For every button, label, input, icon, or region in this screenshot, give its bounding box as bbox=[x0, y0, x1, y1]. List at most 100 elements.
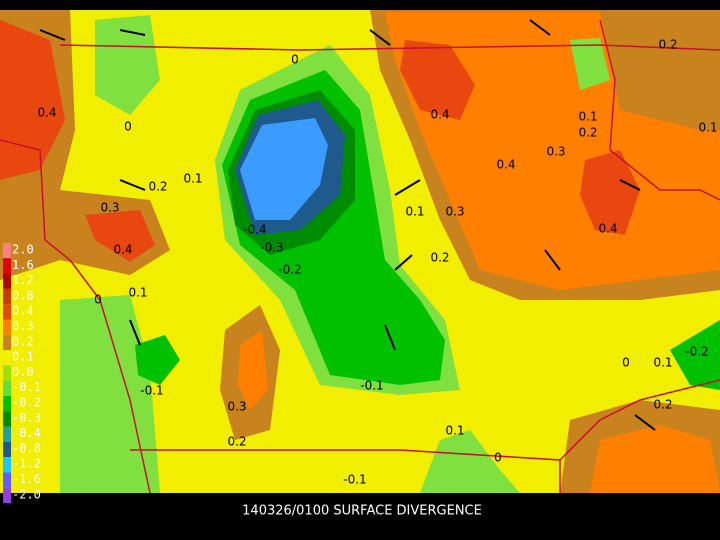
contour-label: 0 bbox=[494, 451, 502, 465]
colorbar-swatch bbox=[3, 334, 11, 351]
contour-label: 0.1 bbox=[128, 286, 147, 300]
barb bbox=[529, 19, 551, 36]
contour-label: 0.4 bbox=[496, 158, 515, 172]
border bbox=[0, 139, 101, 301]
barb bbox=[619, 179, 641, 191]
contour-label: 0.2 bbox=[658, 38, 677, 52]
colorbar-label: 1.2 bbox=[12, 273, 34, 287]
colorbar-label: -0.1 bbox=[12, 380, 41, 394]
field-lightgreen bbox=[95, 15, 160, 115]
contour-label: 0.2 bbox=[653, 398, 672, 412]
field-green bbox=[670, 320, 720, 390]
map-field bbox=[0, 10, 720, 493]
barb bbox=[39, 29, 66, 41]
barb bbox=[369, 29, 391, 46]
colorbar-swatch bbox=[3, 411, 11, 427]
field-lightgreen bbox=[420, 430, 520, 493]
colorbar-label: 2.0 bbox=[12, 243, 34, 257]
contour-label: -0.4 bbox=[243, 223, 266, 237]
border bbox=[599, 19, 720, 201]
barb bbox=[119, 29, 146, 36]
contour-label: 0.1 bbox=[653, 356, 672, 370]
contour-label: 0 bbox=[622, 356, 630, 370]
contour-label: 0.1 bbox=[698, 121, 717, 135]
field-blue bbox=[240, 118, 328, 220]
state-borders bbox=[0, 19, 720, 494]
contour-label: 0.4 bbox=[37, 106, 56, 120]
colorbar-label: 0.4 bbox=[12, 304, 34, 318]
colorbar-label: 0.3 bbox=[12, 319, 34, 333]
colorbar-swatch bbox=[3, 288, 11, 305]
colorbar-label: 0.1 bbox=[12, 350, 34, 364]
colorbar-label: 1.6 bbox=[12, 258, 34, 272]
colorbar-swatch bbox=[3, 472, 11, 488]
colorbar-swatch bbox=[3, 258, 11, 274]
field-lightgreen bbox=[570, 38, 610, 90]
barb bbox=[634, 414, 656, 431]
colorbar-label: -1.6 bbox=[12, 472, 41, 486]
field-red bbox=[0, 20, 65, 180]
contour-label: 0.1 bbox=[183, 172, 202, 186]
colorbar-label: -2.0 bbox=[12, 487, 41, 501]
contour-label: 0 bbox=[94, 293, 102, 307]
colorbar-label: -1.2 bbox=[12, 457, 41, 471]
colorbar-swatch bbox=[3, 273, 11, 289]
contour-label: 0.1 bbox=[405, 205, 424, 219]
colorbar-label: 0.8 bbox=[12, 288, 34, 302]
contour-label: -0.3 bbox=[260, 241, 283, 255]
contour-label: 0.3 bbox=[445, 205, 464, 219]
contour-label: 0.4 bbox=[430, 108, 449, 122]
colorbar-swatch bbox=[3, 304, 11, 320]
contour-label: -0.2 bbox=[278, 263, 301, 277]
colorbar-swatch bbox=[3, 350, 11, 366]
colorbar-swatch bbox=[3, 365, 11, 381]
field-lightgreen bbox=[60, 295, 160, 493]
contour-labels: 0 0.2 0.4 0 0.4 0.1 0.1 0.2 0.3 0.4 0.1 0.2 0.3 -0.4 0… bbox=[37, 38, 717, 487]
colorbar-label: 0.0 bbox=[12, 365, 34, 379]
contour-label: 0.2 bbox=[430, 251, 449, 265]
field-red bbox=[580, 150, 640, 235]
colorbar-swatch bbox=[3, 487, 11, 504]
colorbar-label: -0.2 bbox=[12, 396, 41, 410]
colorbar-swatch bbox=[3, 380, 11, 396]
contour-label: 0.2 bbox=[227, 435, 246, 449]
field-green bbox=[135, 335, 180, 385]
contour-label: 0 bbox=[291, 53, 299, 67]
barb bbox=[129, 319, 141, 346]
colorbar-label: -0.4 bbox=[12, 426, 41, 440]
colorbar: 2.01.61.20.80.40.30.20.10.0-0.1-0.2-0.3-… bbox=[3, 243, 41, 504]
barb bbox=[394, 179, 421, 196]
contour-label: -0.1 bbox=[140, 384, 163, 398]
border bbox=[559, 379, 720, 461]
border bbox=[59, 44, 720, 51]
barb bbox=[384, 324, 396, 351]
contour-label: 0.4 bbox=[113, 243, 132, 257]
border bbox=[99, 299, 151, 494]
contour-label: 0.3 bbox=[100, 201, 119, 215]
contour-label: -0.2 bbox=[685, 345, 708, 359]
field-red bbox=[85, 210, 155, 262]
barb bbox=[394, 254, 413, 271]
contour-label: 0 bbox=[124, 120, 132, 134]
border bbox=[130, 449, 561, 493]
barb bbox=[544, 249, 561, 271]
contour-label: 0.3 bbox=[227, 400, 246, 414]
colorbar-swatch bbox=[3, 243, 11, 259]
wind-barbs bbox=[39, 19, 656, 431]
contour-label: 0.2 bbox=[578, 126, 597, 140]
field-red bbox=[400, 40, 475, 120]
barb bbox=[119, 179, 146, 191]
caption: 140326/0100 SURFACE DIVERGENCE bbox=[242, 504, 482, 519]
contour-label: 0.2 bbox=[148, 180, 167, 194]
colorbar-label: -0.8 bbox=[12, 441, 41, 455]
colorbar-label: 0.2 bbox=[12, 334, 34, 348]
contour-label: -0.1 bbox=[360, 379, 383, 393]
colorbar-swatch bbox=[3, 319, 11, 335]
field-orange bbox=[590, 425, 720, 493]
contour-label: -0.1 bbox=[343, 473, 366, 487]
colorbar-swatch bbox=[3, 426, 11, 442]
contour-label: 0.1 bbox=[578, 110, 597, 124]
contour-label: 0.3 bbox=[546, 145, 565, 159]
colorbar-label: -0.3 bbox=[12, 411, 41, 425]
contour-label: 0.4 bbox=[598, 222, 617, 236]
